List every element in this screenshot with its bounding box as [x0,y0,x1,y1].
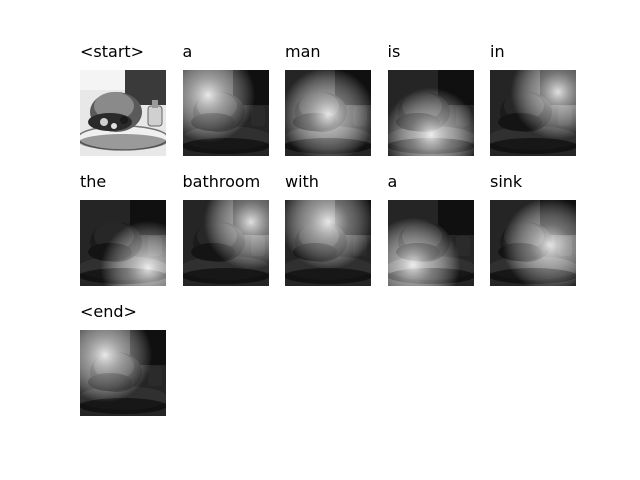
token-label: the [80,172,107,191]
thumbnail-image [387,70,474,156]
token-cell: <end> [80,302,166,422]
token-label: with [285,172,319,191]
thumbnail-image [387,200,474,286]
attention-map [80,330,166,416]
attention-map [80,70,166,156]
attention-map [387,200,474,286]
token-label: in [490,42,505,61]
token-label: <start> [80,42,145,61]
thumbnail-image [182,200,269,286]
token-cell: is [387,42,474,162]
token-label: sink [490,172,523,191]
thumbnail-image [490,70,576,156]
token-cell: a [182,42,269,162]
attention-map [80,200,166,286]
token-cell: with [285,172,371,292]
token-label: man [285,42,321,61]
token-label: a [387,172,398,191]
token-label: a [182,42,193,61]
thumbnail-image [182,70,269,156]
thumbnail-image [285,200,371,286]
attention-map [285,70,371,156]
thumbnail-image [490,200,576,286]
token-cell: man [285,42,371,162]
token-cell: in [490,42,576,162]
token-label: bathroom [182,172,261,191]
token-cell: <start> [80,42,166,162]
token-label: <end> [80,302,137,321]
attention-map [182,200,269,286]
token-cell: the [80,172,166,292]
token-cell: sink [490,172,576,292]
thumbnail-image [80,330,166,416]
token-cell: bathroom [182,172,269,292]
attention-map [490,200,576,286]
token-label: is [387,42,401,61]
attention-map [182,70,269,156]
attention-map [285,200,371,286]
attention-map [387,70,474,156]
thumbnail-image [80,200,166,286]
thumbnail-image [80,70,166,156]
thumbnail-image [285,70,371,156]
token-cell: a [387,172,474,292]
attention-map [490,70,576,156]
